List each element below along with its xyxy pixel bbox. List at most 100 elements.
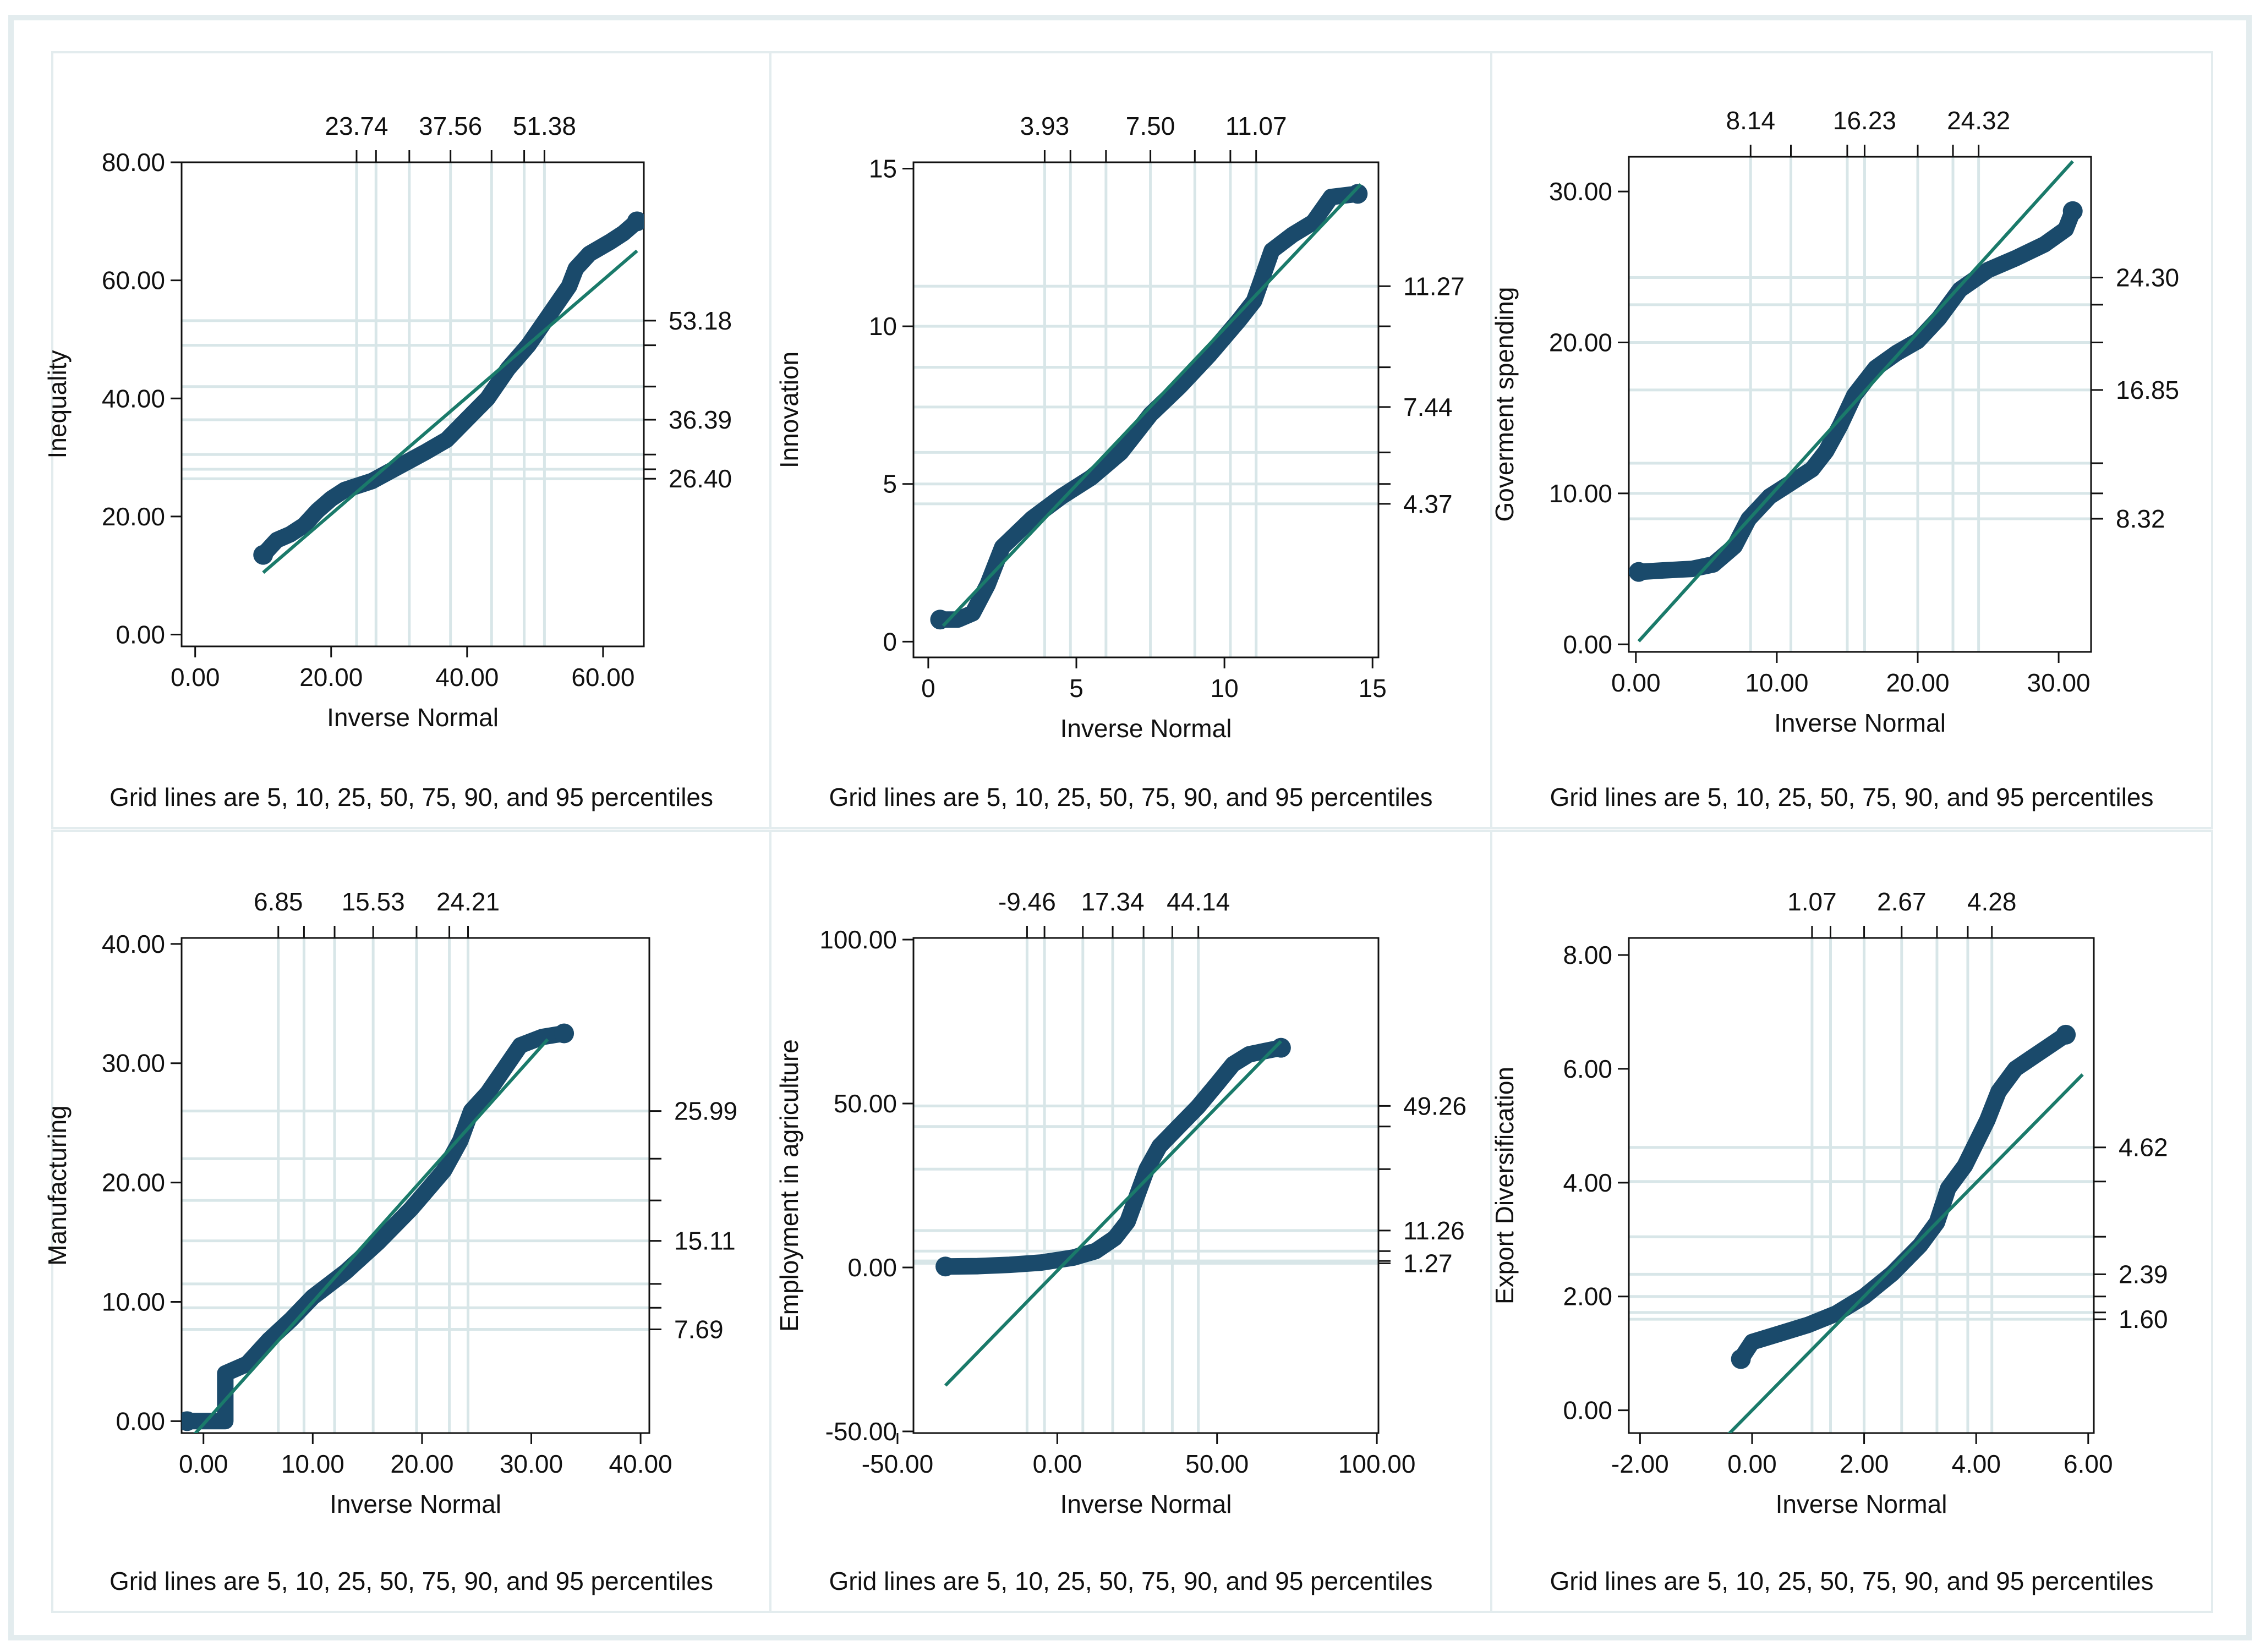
x-tick-label: 30.00 [2027,668,2091,697]
quantile-point-first [935,1256,956,1277]
y-tick-label: 40.00 [102,384,165,413]
x-axis-title: Inverse Normal [330,1490,501,1518]
x-tick-label: 15 [1359,674,1387,702]
plot-box [180,937,650,1434]
y-tick-label: 40.00 [102,930,165,958]
quantile-point-last [2062,201,2083,221]
x-axis-title: Inverse Normal [1060,714,1232,743]
y-axis-title: Inequality [43,350,72,459]
y-tick-label: 4.00 [1563,1168,1612,1197]
top-percentile-label: 1.07 [1787,887,1837,916]
plot-box [912,937,1380,1434]
reference-line [1727,1073,2084,1433]
right-percentile-label: 2.39 [2119,1260,2168,1288]
panel-frame [1490,51,2213,829]
reference-line [262,249,638,574]
y-tick-label: 10 [869,312,897,341]
panel-frame [1490,830,2213,1613]
x-tick-label: 10.00 [281,1450,344,1478]
x-tick-label: -2.00 [1611,1450,1669,1478]
x-axis-title: Inverse Normal [1774,709,1946,737]
data-layer [1629,160,2083,643]
y-tick-label: 0 [883,627,897,656]
y-tick-label: 0.00 [116,621,165,649]
data-layer [935,1038,1291,1387]
grid-note: Grid lines are 5, 10, 25, 50, 75, 90, an… [1550,783,2153,811]
x-tick-label: 0.00 [179,1450,228,1478]
y-tick-label: 5 [883,470,897,498]
top-percentile-label: 24.32 [1947,106,2010,135]
top-percentile-label: 17.34 [1081,887,1144,916]
x-tick-label: 0.00 [171,663,220,691]
y-tick-label: -50.00 [825,1417,897,1446]
quantile-series [255,213,644,563]
y-axis-title: Goverment spending [1490,287,1519,522]
right-percentile-label: 4.62 [2119,1133,2168,1162]
top-percentile-label: 8.14 [1726,106,1776,135]
plot-box [912,161,1380,658]
y-tick-label: 30.00 [1549,177,1612,206]
top-percentile-label: 3.93 [1020,112,1070,140]
x-tick-label: 10.00 [1745,668,1808,697]
y-tick-label: 20.00 [102,1168,165,1197]
x-tick-label: 10 [1211,674,1239,702]
quantile-point-last [2056,1024,2076,1045]
reference-line [942,183,1362,627]
top-percentile-label: 11.07 [1225,112,1287,140]
x-tick-label: 30.00 [500,1450,563,1478]
quantile-point-first [253,545,273,565]
y-tick-label: 6.00 [1563,1055,1612,1083]
right-percentile-label: 11.26 [1403,1216,1465,1245]
y-axis-title: Manufacturing [43,1105,72,1266]
top-percentile-label: 2.67 [1877,887,1927,916]
right-percentile-label: 1.60 [2119,1305,2168,1333]
y-tick-label: 10.00 [1549,479,1612,508]
y-tick-label: 50.00 [834,1089,897,1118]
y-tick-label: 0.00 [1563,1396,1612,1425]
right-percentile-label: 7.44 [1403,393,1453,421]
x-tick-label: 0.00 [1033,1450,1082,1478]
reference-line [193,1038,549,1433]
right-percentile-label: 15.11 [674,1227,736,1255]
x-tick-label: 0.00 [1727,1450,1777,1478]
right-percentile-label: 11.27 [1403,272,1465,300]
top-percentile-label: 15.53 [342,887,405,916]
chart-panel-6: -2.00 0.00 2.00 4.00 6.00 0.00 2.00 4.00 6.00 8.0… [1490,830,2213,1613]
y-axis-title: Export Diversification [1490,1067,1519,1304]
y-tick-label: 0.00 [1563,630,1612,658]
panel-grid: 0.00 20.00 40.00 60.00 0.00 20.00 40.00 60.00 80… [43,51,2213,1613]
grid-note: Grid lines are 5, 10, 25, 50, 75, 90, an… [110,1567,713,1595]
x-tick-label: -50.00 [862,1450,933,1478]
reference-line [944,1040,1283,1387]
quantile-point-first [1731,1349,1751,1369]
top-percentile-label: 44.14 [1167,887,1230,916]
top-percentile-label: 16.23 [1833,106,1896,135]
quantile-point-first [1629,562,1649,582]
percentile-grid [913,162,1378,657]
y-tick-label: 20.00 [1549,328,1612,357]
percentile-grid [1629,157,2091,652]
right-percentile-label: 26.40 [669,464,732,493]
right-percentile-label: 53.18 [669,306,732,335]
quantile-point-last [1271,1038,1291,1058]
right-percentile-label: 24.30 [2116,264,2179,292]
right-percentile-label: 7.69 [674,1315,724,1344]
x-tick-label: 50.00 [1185,1450,1249,1478]
plot-box [180,161,645,647]
y-tick-label: 100.00 [819,925,897,954]
right-percentile-label: 25.99 [674,1097,737,1126]
x-tick-label: 0 [921,674,935,702]
x-tick-label: 2.00 [1840,1450,1889,1478]
top-percentile-label: 6.85 [254,887,303,916]
chart-panel-3: 0.00 10.00 20.00 30.00 0.00 10.00 20.00 30.00 8.… [1490,51,2213,829]
x-axis-title: Inverse Normal [1060,1490,1232,1518]
data-layer [182,1023,574,1433]
quantile-point-last [627,211,644,232]
y-tick-label: 10.00 [102,1287,165,1316]
quantile-point-last [554,1023,574,1044]
x-tick-label: 40.00 [435,663,499,691]
right-percentile-label: 1.27 [1403,1249,1453,1277]
top-percentile-label: 37.56 [419,112,482,140]
